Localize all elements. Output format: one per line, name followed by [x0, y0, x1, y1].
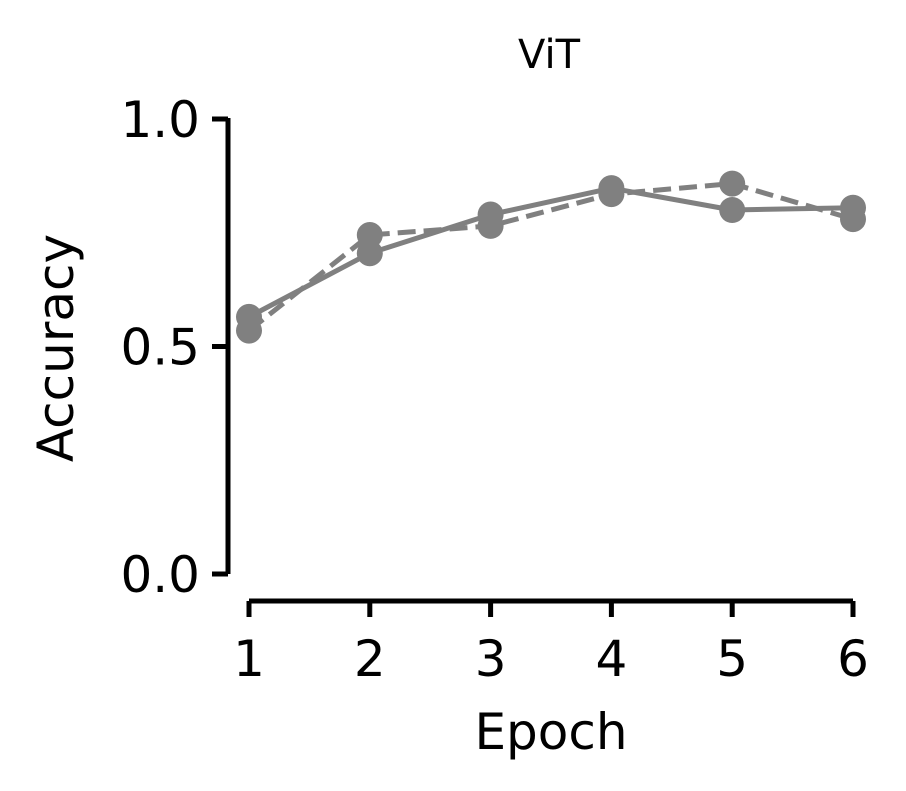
x-tick-label: 6 — [837, 630, 869, 688]
y-axis-label: Accuracy — [27, 234, 85, 462]
x-tick-label: 4 — [595, 630, 627, 688]
data-point — [356, 240, 383, 267]
y-tick-label: 0.5 — [120, 319, 200, 377]
series-layer — [236, 170, 866, 344]
series-dashed — [236, 170, 866, 344]
data-point — [719, 197, 746, 223]
data-point — [356, 222, 383, 249]
y-ticks: 0.0 0.5 1.0 — [120, 91, 228, 604]
y-tick-label: 1.0 — [120, 91, 200, 149]
series-line — [247, 181, 854, 333]
data-point — [236, 317, 262, 344]
x-tick-label: 5 — [716, 630, 748, 688]
x-tick-label: 2 — [354, 630, 386, 688]
x-ticks: 1 2 3 4 5 6 — [233, 601, 869, 688]
chart-title: ViT — [518, 32, 581, 78]
data-point — [719, 170, 746, 197]
series-solid — [236, 175, 866, 330]
series-line — [247, 185, 854, 320]
x-axis-label: Epoch — [474, 703, 627, 761]
data-point — [598, 181, 625, 208]
data-point — [840, 206, 866, 233]
x-tick-label: 1 — [233, 630, 265, 688]
x-tick-label: 3 — [475, 630, 507, 688]
y-tick-label: 0.0 — [120, 546, 200, 604]
data-point — [477, 212, 504, 239]
